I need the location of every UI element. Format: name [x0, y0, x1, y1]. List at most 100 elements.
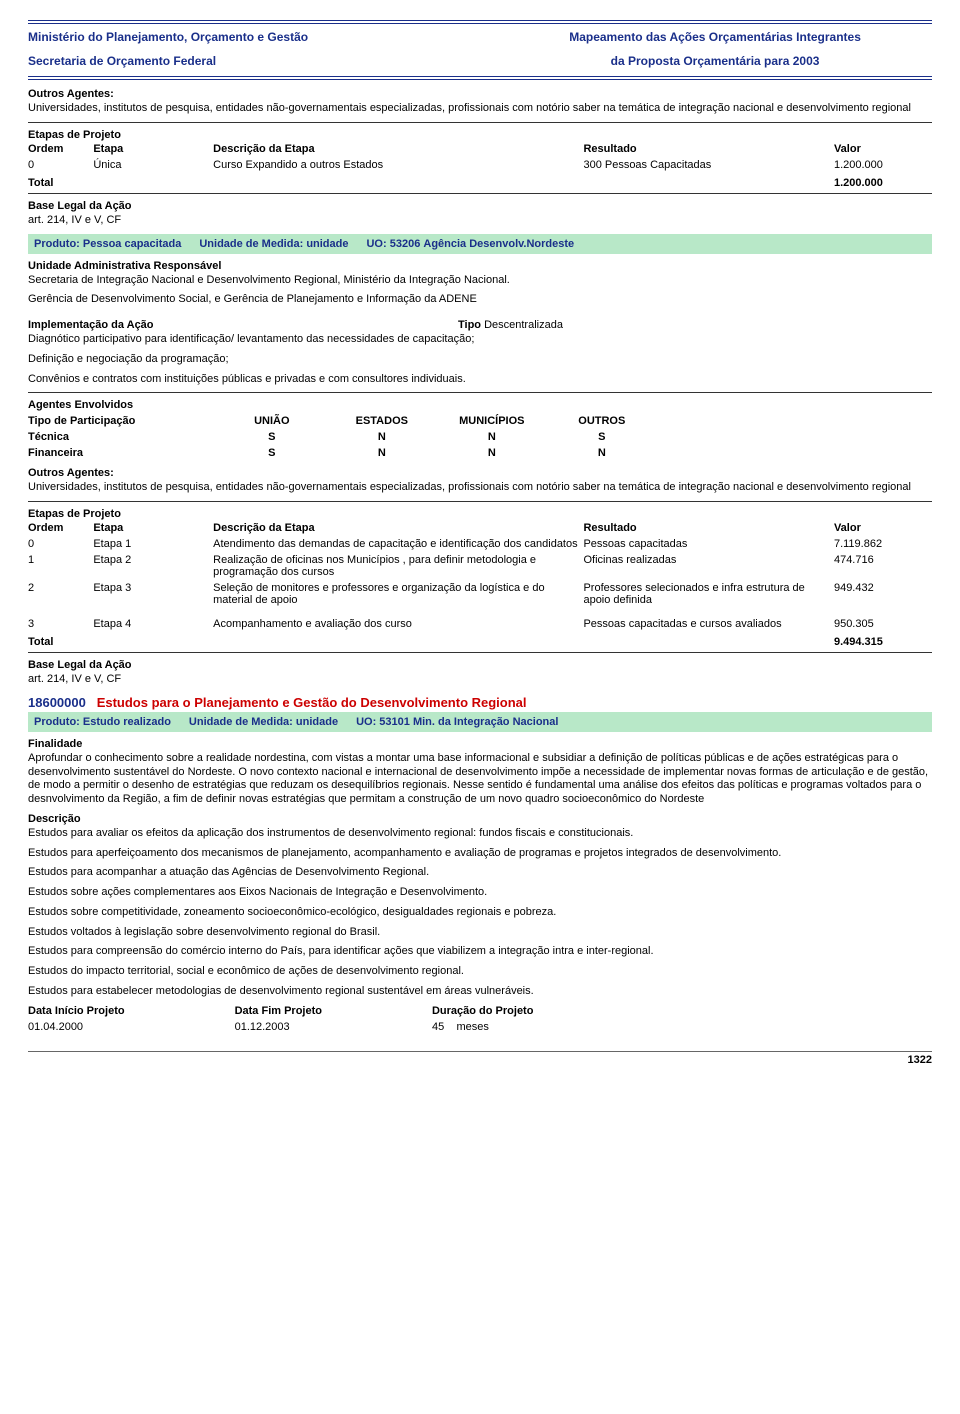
produto-label: Produto:	[34, 716, 80, 728]
part-m: N	[441, 429, 551, 445]
part-o: N	[551, 445, 661, 461]
th-estados: ESTADOS	[331, 413, 441, 429]
cell-valor: 950.305	[834, 608, 932, 632]
table-row: 1 Etapa 2 Realização de oficinas nos Mun…	[28, 552, 932, 580]
base-legal-text-1: art. 214, IV e V, CF	[28, 214, 932, 228]
impl-line-1: Diagnótico participativo para identifica…	[28, 333, 932, 347]
cell-etapa: Etapa 3	[93, 580, 213, 608]
duracao-label: Duração do Projeto	[432, 1005, 533, 1017]
part-o: S	[551, 429, 661, 445]
cell-etapa: Única	[93, 157, 213, 173]
etapas-label-1: Etapas de Projeto	[28, 129, 932, 141]
page-footer: 1322	[28, 1051, 932, 1066]
part-m: N	[441, 445, 551, 461]
part-e: N	[331, 429, 441, 445]
cell-res: Oficinas realizadas	[583, 552, 834, 580]
outros-agentes-text-2: Universidades, institutos de pesquisa, e…	[28, 481, 932, 495]
part-tipo: Técnica	[28, 429, 221, 445]
descricao-line: Estudos do impacto territorial, social e…	[28, 965, 932, 979]
total-value: 1.200.000	[834, 173, 932, 191]
th-etapa: Etapa	[93, 520, 213, 536]
th-resultado: Resultado	[583, 520, 834, 536]
cell-res: Pessoas capacitadas	[583, 536, 834, 552]
descricao-label: Descrição	[28, 813, 932, 825]
um-label: Unidade de Medida:	[189, 716, 293, 728]
uo-name: Agência Desenvolv.Nordeste	[423, 238, 574, 250]
th-tipo-part: Tipo de Participação	[28, 413, 221, 429]
produto-bar-2: Produto: Estudo realizado Unidade de Med…	[28, 712, 932, 732]
table-row: 0 Etapa 1 Atendimento das demandas de ca…	[28, 536, 932, 552]
cell-res: Professores selecionados e infra estrutu…	[583, 580, 834, 608]
cell-desc: Seleção de monitores e professores e org…	[213, 580, 583, 608]
cell-ordem: 1	[28, 552, 93, 580]
total-label: Total	[28, 632, 93, 650]
base-legal-label-2: Base Legal da Ação	[28, 659, 932, 671]
produto-value: Estudo realizado	[83, 716, 171, 728]
table-row: Técnica S N N S	[28, 429, 661, 445]
th-municipios: MUNICÍPIOS	[441, 413, 551, 429]
base-legal-label-1: Base Legal da Ação	[28, 200, 932, 212]
etapas-table-2: Ordem Etapa Descrição da Etapa Resultado…	[28, 520, 932, 650]
tipo-label: Tipo	[458, 319, 481, 331]
th-ordem: Ordem	[28, 141, 93, 157]
produto-bar-1: Produto: Pessoa capacitada Unidade de Me…	[28, 234, 932, 254]
cell-desc: Acompanhamento e avaliação dos curso	[213, 608, 583, 632]
th-uniao: UNIÃO	[221, 413, 331, 429]
uo-code: 53206	[390, 238, 421, 250]
cell-valor: 7.119.862	[834, 536, 932, 552]
inicio-label: Data Início Projeto	[28, 1005, 125, 1017]
header-title-line2: da Proposta Orçamentária para 2003	[498, 54, 932, 68]
project-dates: Data Início Projeto 01.04.2000 Data Fim …	[28, 1005, 932, 1033]
descricao-line: Estudos para acompanhar a atuação das Ag…	[28, 866, 932, 880]
inicio-value: 01.04.2000	[28, 1021, 125, 1033]
participacao-table: Tipo de Participação UNIÃO ESTADOS MUNIC…	[28, 413, 661, 461]
duracao-value: 45	[432, 1021, 444, 1033]
cell-desc: Realização de oficinas nos Municípios , …	[213, 552, 583, 580]
uo-name: Min. da Integração Nacional	[413, 716, 558, 728]
um-label: Unidade de Medida:	[199, 238, 303, 250]
descricao-line: Estudos sobre competitividade, zoneament…	[28, 906, 932, 920]
total-label: Total	[28, 173, 93, 191]
action-heading: 18600000 Estudos para o Planejamento e G…	[28, 695, 932, 710]
part-u: S	[221, 429, 331, 445]
th-resultado: Resultado	[583, 141, 834, 157]
outros-agentes-label-2: Outros Agentes:	[28, 467, 932, 479]
fim-label: Data Fim Projeto	[235, 1005, 322, 1017]
th-desc: Descrição da Etapa	[213, 520, 583, 536]
th-valor: Valor	[834, 141, 932, 157]
descricao-line: Estudos voltados à legislação sobre dese…	[28, 926, 932, 940]
cell-valor: 1.200.000	[834, 157, 932, 173]
header-ministry: Ministério do Planejamento, Orçamento e …	[28, 30, 462, 44]
outros-agentes-label: Outros Agentes:	[28, 88, 932, 100]
finalidade-text: Aprofundar o conhecimento sobre a realid…	[28, 752, 932, 807]
cell-valor: 474.716	[834, 552, 932, 580]
base-legal-text-2: art. 214, IV e V, CF	[28, 673, 932, 687]
impl-label: Implementação da Ação	[28, 319, 458, 331]
descricao-line: Estudos para avaliar os efeitos da aplic…	[28, 827, 932, 841]
cell-etapa: Etapa 4	[93, 608, 213, 632]
fim-value: 01.12.2003	[235, 1021, 322, 1033]
cell-ordem: 3	[28, 608, 93, 632]
th-ordem: Ordem	[28, 520, 93, 536]
descricao-line: Estudos para estabelecer metodologias de…	[28, 985, 932, 999]
table-row: Financeira S N N N	[28, 445, 661, 461]
header-title-line1: Mapeamento das Ações Orçamentárias Integ…	[498, 30, 932, 44]
cell-etapa: Etapa 1	[93, 536, 213, 552]
descricao-line: Estudos sobre ações complementares aos E…	[28, 886, 932, 900]
impl-line-2: Definição e negociação da programação;	[28, 353, 932, 367]
cell-desc: Curso Expandido a outros Estados	[213, 157, 583, 173]
cell-ordem: 0	[28, 157, 93, 173]
cell-desc: Atendimento das demandas de capacitação …	[213, 536, 583, 552]
th-valor: Valor	[834, 520, 932, 536]
unidade-adm-label: Unidade Administrativa Responsável	[28, 260, 932, 272]
produto-value: Pessoa capacitada	[83, 238, 181, 250]
action-title: Estudos para o Planejamento e Gestão do …	[97, 695, 527, 710]
th-desc: Descrição da Etapa	[213, 141, 583, 157]
uo-code: 53101	[379, 716, 410, 728]
total-value: 9.494.315	[834, 632, 932, 650]
etapas-label-2: Etapas de Projeto	[28, 508, 932, 520]
unidade-adm-text-2: Gerência de Desenvolvimento Social, e Ge…	[28, 293, 932, 307]
cell-res: Pessoas capacitadas e cursos avaliados	[583, 608, 834, 632]
table-row: 3 Etapa 4 Acompanhamento e avaliação dos…	[28, 608, 932, 632]
etapas-table-1: Ordem Etapa Descrição da Etapa Resultado…	[28, 141, 932, 191]
